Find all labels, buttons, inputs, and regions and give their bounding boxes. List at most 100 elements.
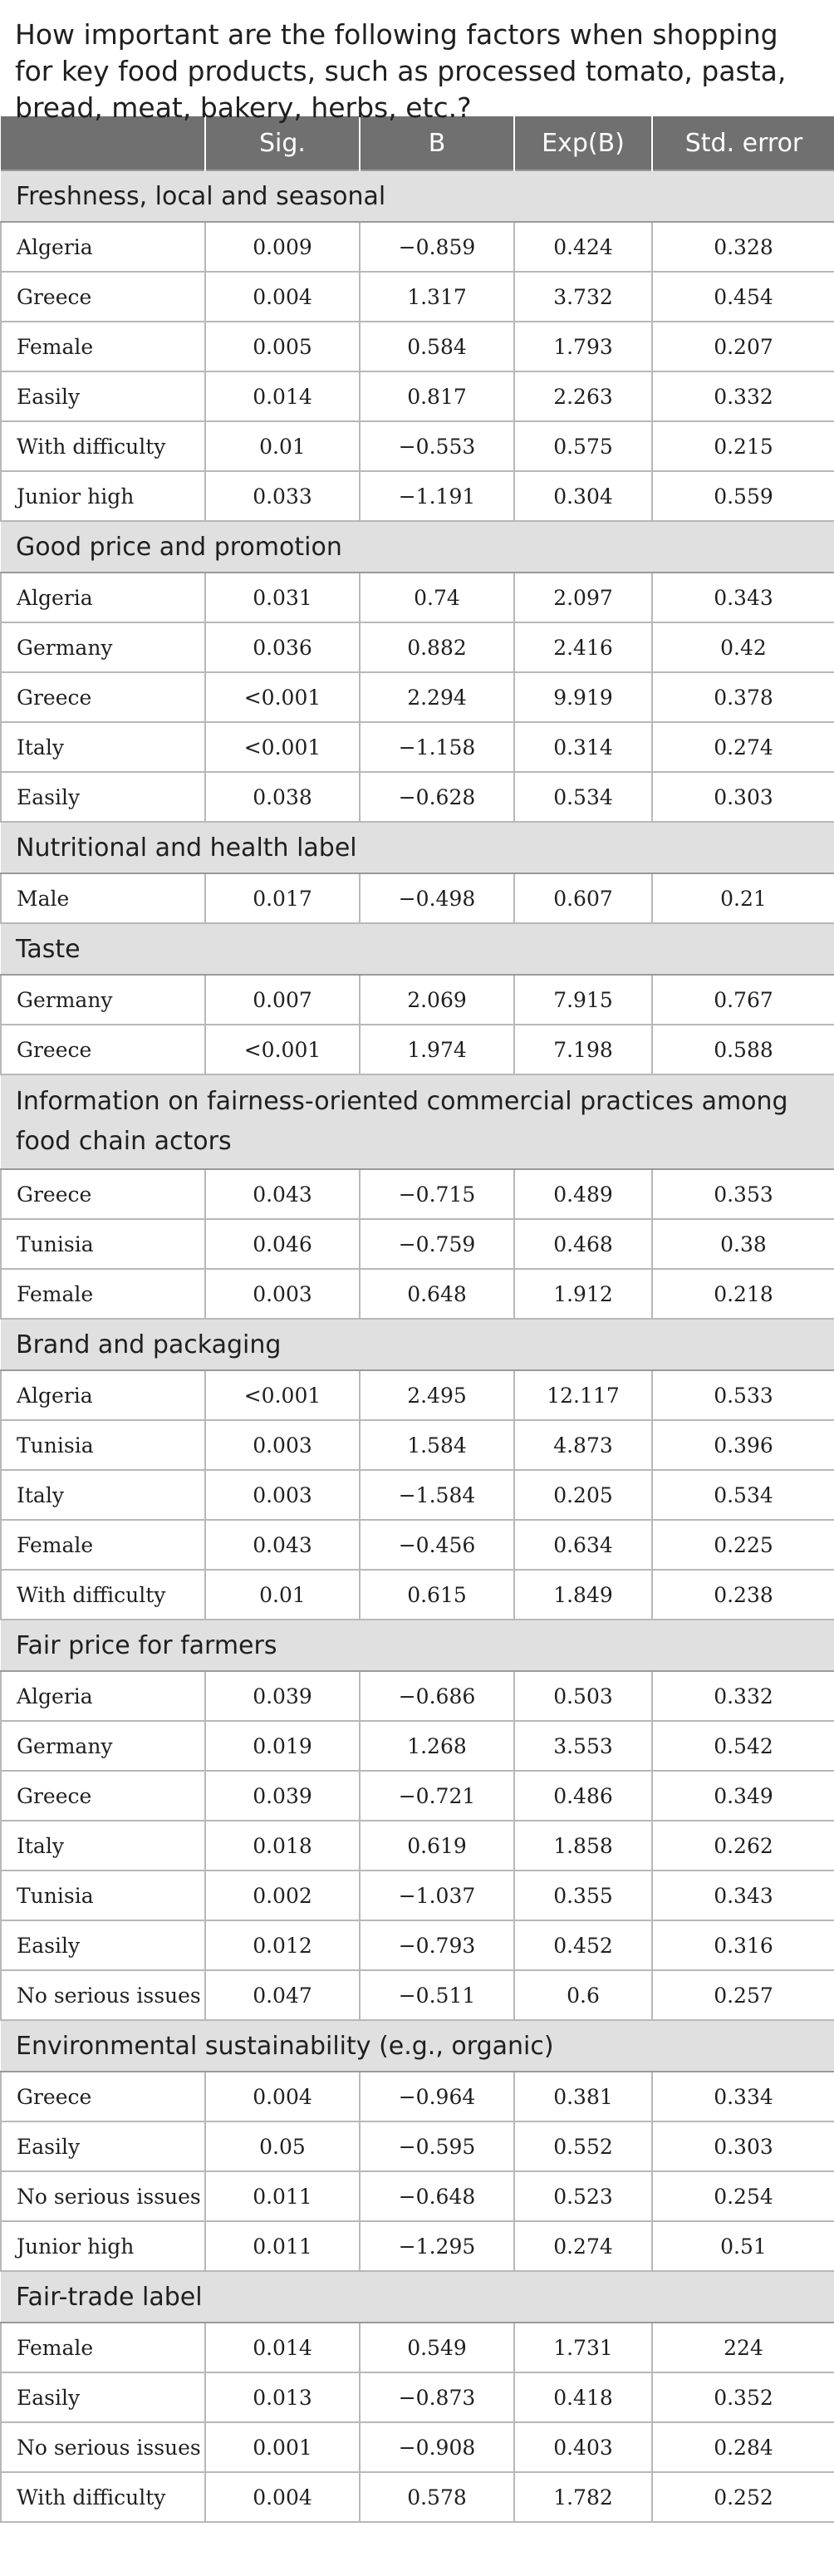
expb-cell: 0.381 <box>513 2071 653 2122</box>
expb-cell: 0.607 <box>513 873 653 924</box>
std-error-cell: 0.262 <box>651 1820 834 1871</box>
section-row: Freshness, local and seasonal <box>1 170 834 223</box>
b-cell: 0.549 <box>359 2322 515 2373</box>
sig-cell: 0.046 <box>204 1218 361 1270</box>
std-error-cell: 0.353 <box>651 1168 834 1220</box>
variable-cell: Italy <box>0 1820 206 1871</box>
expb-cell: 0.575 <box>513 420 653 472</box>
sig-cell: 0.004 <box>204 2071 361 2122</box>
variable-cell: Algeria <box>0 1670 206 1722</box>
b-cell: 0.648 <box>359 1268 515 1320</box>
expb-cell: 3.553 <box>513 1720 653 1772</box>
b-cell: −1.584 <box>359 1469 515 1521</box>
b-cell: −0.456 <box>359 1519 515 1571</box>
std-error-cell: 0.38 <box>651 1218 834 1270</box>
variable-cell: Easily <box>0 2121 206 2172</box>
std-error-cell: 0.559 <box>651 470 834 522</box>
sig-cell: 0.031 <box>204 572 361 623</box>
b-cell: 2.069 <box>359 974 515 1025</box>
table-row: Greece 0.004 −0.964 0.381 0.334 <box>0 2071 834 2122</box>
b-cell: −0.511 <box>359 1969 515 2021</box>
b-cell: −0.595 <box>359 2121 515 2172</box>
sig-cell: 0.039 <box>204 1770 361 1821</box>
table-row: Junior high 0.011 −1.295 0.274 0.51 <box>0 2220 834 2272</box>
std-error-cell: 0.349 <box>651 1770 834 1821</box>
b-cell: 0.619 <box>359 1820 515 1871</box>
expb-cell: 12.117 <box>513 1369 653 1421</box>
b-cell: −0.873 <box>359 2372 515 2423</box>
table-row: Greece 0.039 −0.721 0.486 0.349 <box>0 1770 834 1821</box>
table-row: With difficulty 0.01 0.615 1.849 0.238 <box>0 1569 834 1620</box>
std-error-cell: 0.316 <box>651 1920 834 1971</box>
sig-cell: 0.003 <box>204 1469 361 1521</box>
section-label: Information on fairness-oriented commerc… <box>1 1074 834 1170</box>
variable-cell: Algeria <box>0 572 206 623</box>
table-row: Female 0.043 −0.456 0.634 0.225 <box>0 1519 834 1571</box>
b-cell: 0.74 <box>359 572 515 623</box>
b-cell: −1.191 <box>359 470 515 522</box>
std-error-cell: 0.343 <box>651 1870 834 1921</box>
expb-cell: 0.552 <box>513 2121 653 2172</box>
section-row: Fair-trade label <box>1 2270 834 2323</box>
variable-cell: With difficulty <box>0 2471 206 2523</box>
section-label: Good price and promotion <box>1 520 834 573</box>
variable-cell: Italy <box>0 1469 206 1521</box>
std-error-cell: 0.218 <box>651 1268 834 1320</box>
table-row: Junior high 0.033 −1.191 0.304 0.559 <box>0 470 834 522</box>
header-cell-b: B <box>360 116 515 170</box>
b-cell: 0.615 <box>359 1569 515 1620</box>
regression-table: Sig. B Exp(B) Std. error Freshness, loca… <box>0 116 834 2523</box>
sig-cell: 0.019 <box>204 1720 361 1772</box>
b-cell: −0.628 <box>359 771 515 823</box>
sig-cell: 0.043 <box>204 1519 361 1571</box>
expb-cell: 0.452 <box>513 1920 653 1971</box>
std-error-cell: 0.42 <box>651 622 834 673</box>
variable-cell: Junior high <box>0 470 206 522</box>
section-row: Taste <box>1 922 834 976</box>
b-cell: 1.974 <box>359 1024 515 1075</box>
table-row: Tunisia 0.046 −0.759 0.468 0.38 <box>0 1218 834 1270</box>
table-row: Female 0.005 0.584 1.793 0.207 <box>0 321 834 372</box>
table-row: Easily 0.05 −0.595 0.552 0.303 <box>0 2121 834 2172</box>
b-cell: 0.584 <box>359 321 515 372</box>
variable-cell: Greece <box>0 1168 206 1220</box>
sig-cell: 0.014 <box>204 2322 361 2373</box>
std-error-cell: 0.533 <box>651 1369 834 1421</box>
variable-cell: Easily <box>0 771 206 823</box>
variable-cell: No serious issues <box>0 2421 206 2473</box>
std-error-cell: 0.534 <box>651 1469 834 1521</box>
expb-cell: 0.534 <box>513 771 653 823</box>
variable-cell: Tunisia <box>0 1870 206 1921</box>
table-row: Germany 0.036 0.882 2.416 0.42 <box>0 622 834 673</box>
sig-cell: 0.01 <box>204 420 361 472</box>
header-cell-std-error: Std. error <box>652 116 834 170</box>
table-row: Easily 0.012 −0.793 0.452 0.316 <box>0 1920 834 1971</box>
table-row: Algeria 0.031 0.74 2.097 0.343 <box>0 572 834 623</box>
std-error-cell: 0.343 <box>651 572 834 623</box>
header-row: Sig. B Exp(B) Std. error <box>1 116 834 170</box>
sig-cell: 0.011 <box>204 2220 361 2272</box>
variable-cell: No serious issues <box>0 2170 206 2222</box>
expb-cell: 2.263 <box>513 371 653 422</box>
variable-cell: Germany <box>0 1720 206 1772</box>
variable-cell: Tunisia <box>0 1419 206 1471</box>
std-error-cell: 0.334 <box>651 2071 834 2122</box>
section-label: Nutritional and health label <box>1 821 834 874</box>
section-label: Fair price for farmers <box>1 1619 834 1672</box>
table-row: Greece 0.004 1.317 3.732 0.454 <box>0 271 834 322</box>
table-row: No serious issues 0.047 −0.511 0.6 0.257 <box>0 1969 834 2021</box>
expb-cell: 0.424 <box>513 221 653 273</box>
std-error-cell: 0.378 <box>651 671 834 723</box>
expb-cell: 0.489 <box>513 1168 653 1220</box>
variable-cell: Junior high <box>0 2220 206 2272</box>
b-cell: −1.158 <box>359 721 515 773</box>
b-cell: −0.553 <box>359 420 515 472</box>
section-label: Freshness, local and seasonal <box>1 170 834 223</box>
expb-cell: 1.858 <box>513 1820 653 1871</box>
expb-cell: 0.314 <box>513 721 653 773</box>
std-error-cell: 0.588 <box>651 1024 834 1075</box>
variable-cell: Algeria <box>0 1369 206 1421</box>
variable-cell: Greece <box>0 1024 206 1075</box>
table-row: No serious issues 0.011 −0.648 0.523 0.254 <box>0 2170 834 2222</box>
variable-cell: Germany <box>0 622 206 673</box>
